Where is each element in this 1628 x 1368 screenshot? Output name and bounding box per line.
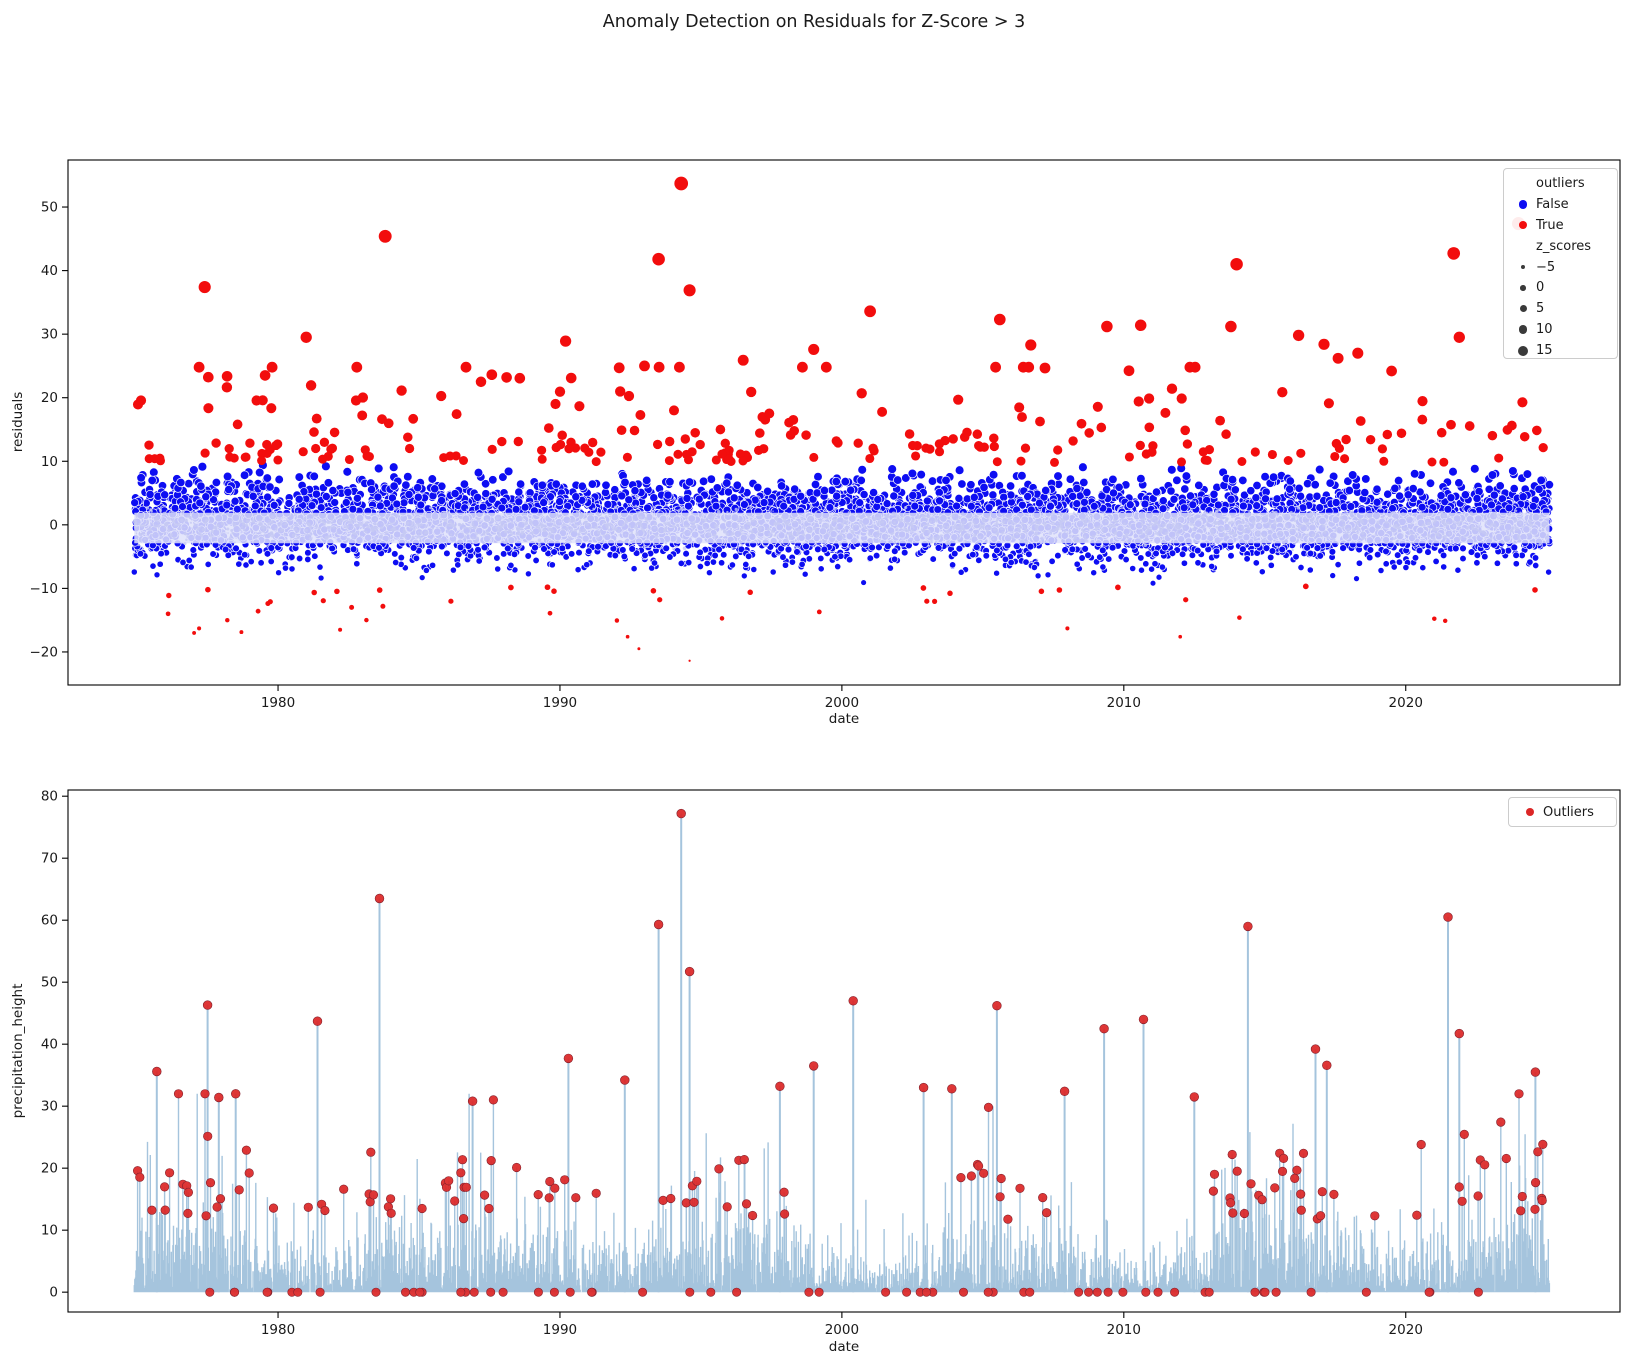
legend-size-dot-icon <box>1520 264 1526 270</box>
legend-label-size-neg5: −5 <box>1536 259 1556 275</box>
precipitation-xlabel: date <box>828 1339 860 1355</box>
legend-header-outliers: outliers <box>1536 175 1585 191</box>
legend-label-size-5: 5 <box>1536 301 1545 317</box>
precipitation-outlier-dots <box>133 808 1548 1297</box>
legend-row-true: True <box>1510 215 1609 236</box>
legend-header-zscores: z_scores <box>1536 238 1592 254</box>
legend-label-size-15: 15 <box>1536 343 1553 359</box>
precipitation-spikes <box>133 1093 1551 1293</box>
legend-row-size-10: 10 <box>1510 319 1609 340</box>
legend-row-outliers-header: outliers <box>1510 173 1609 194</box>
legend-label-size-0: 0 <box>1536 280 1545 296</box>
legend-row-zscores-header: z_scores <box>1510 236 1609 257</box>
legend-row-size-neg5: −5 <box>1510 257 1609 278</box>
legend-label-outliers: Outliers <box>1543 804 1594 820</box>
legend-size-dot-icon <box>1518 325 1528 334</box>
precipitation-plot-area <box>133 808 1551 1297</box>
residuals-core-haze-dots <box>133 499 1550 552</box>
legend-dot-outliers-icon <box>1525 807 1535 817</box>
residuals-xlabel: date <box>828 711 860 727</box>
precipitation-ylabel: precipitation_height <box>10 983 26 1119</box>
legend-size-dot-icon <box>1519 305 1527 313</box>
legend-size-dot-icon <box>1520 285 1526 291</box>
residuals-plot-area <box>130 176 1554 662</box>
legend-dot-true-icon <box>1518 220 1528 230</box>
legend-row-false: False <box>1510 194 1609 215</box>
precipitation-featured-spikes <box>155 813 1537 1293</box>
residuals-ylabel: residuals <box>10 391 26 453</box>
legend-label-true: True <box>1536 217 1564 233</box>
residuals-legend: outliers False True z_scores −5 0 5 10 <box>1503 168 1618 359</box>
legend-row-size-0: 0 <box>1510 277 1609 298</box>
legend-row-size-15: 15 <box>1510 340 1609 361</box>
legend-size-dot-icon <box>1518 345 1528 356</box>
legend-row-size-5: 5 <box>1510 298 1609 319</box>
legend-label-false: False <box>1536 196 1569 212</box>
residuals-outlier-points <box>132 176 1548 662</box>
precipitation-legend: Outliers <box>1508 797 1617 827</box>
figure-title: Anomaly Detection on Residuals for Z-Sco… <box>602 12 1026 32</box>
legend-dot-false-icon <box>1518 200 1528 209</box>
legend-label-size-10: 10 <box>1536 322 1553 338</box>
